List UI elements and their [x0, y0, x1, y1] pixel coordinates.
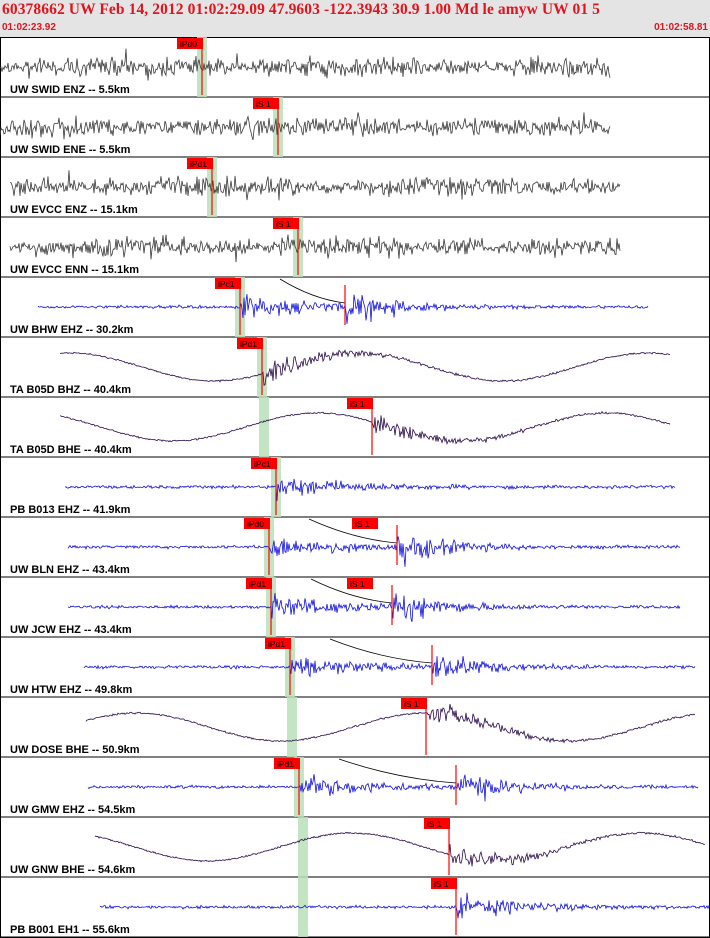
waveform-trace [64, 478, 676, 501]
waveform-trace [99, 892, 710, 919]
waveform-trace [9, 234, 621, 263]
trace-row[interactable]: iPd1 UW GMW EHZ -- 54.5km [0, 757, 710, 818]
trace-row[interactable]: iPd0 iS 1 UW BLN EHZ -- 43.4km [0, 517, 710, 578]
start-time-label: 01:02:23.92 [2, 22, 56, 33]
trace-row[interactable]: iPc1 UW BHW EHZ -- 30.2km [0, 277, 710, 338]
pick-label: iPc1 [218, 279, 235, 289]
pick-label: iS 1 [256, 99, 271, 109]
pick-flag[interactable] [265, 638, 291, 649]
pick-flag-secondary[interactable] [352, 518, 378, 529]
waveform-trace [0, 112, 611, 141]
pick-label: iPd1 [190, 159, 207, 169]
pick-flag[interactable] [251, 458, 277, 469]
pick-label: iPd1 [277, 759, 294, 769]
pick-label: iS 1 [404, 699, 419, 709]
event-header: 60378662 UW Feb 14, 2012 01:02:29.09 47.… [0, 0, 710, 37]
pick-flag[interactable] [237, 338, 263, 349]
station-label: UW BHW EHZ -- 30.2km [10, 324, 134, 336]
trace-row[interactable]: iPd1 UW HTW EHZ -- 49.8km [0, 637, 710, 698]
trace-row[interactable]: iS 1 UW DOSE BHE -- 50.9km [0, 697, 710, 758]
trace-row[interactable]: iPd1 UW EVCC ENZ -- 15.1km [0, 157, 710, 218]
station-label: UW DOSE BHE -- 50.9km [10, 744, 140, 756]
pick-flag[interactable] [246, 578, 272, 589]
waveform-trace [67, 536, 681, 567]
station-label: TA B05D BHZ -- 40.4km [10, 384, 131, 396]
coda-curve [308, 518, 398, 544]
waveform-trace [94, 831, 706, 867]
pick-flag[interactable] [215, 278, 241, 289]
pick-flag[interactable] [274, 758, 300, 769]
waveform-trace [37, 294, 649, 324]
waveform-trace [87, 774, 699, 802]
coda-curve [329, 638, 433, 664]
event-title: 60378662 UW Feb 14, 2012 01:02:29.09 47.… [2, 1, 600, 18]
coda-curve [310, 578, 393, 604]
pick-flag[interactable] [177, 38, 203, 49]
coda-curve [279, 278, 346, 304]
station-label: UW EVCC ENN -- 15.1km [10, 264, 139, 276]
pick-label: iS 1 [434, 879, 449, 889]
station-label: PB B001 EH1 -- 55.6km [10, 924, 130, 936]
pick-window-band [287, 697, 297, 757]
station-label: UW GNW BHE -- 54.6km [10, 864, 136, 876]
waveform-trace [67, 592, 681, 623]
station-label: UW SWID ENZ -- 5.5km [10, 84, 130, 96]
trace-row[interactable]: iS 1 UW EVCC ENN -- 15.1km [0, 217, 710, 278]
trace-row[interactable]: iS 1 UW SWID ENE -- 5.5km [0, 97, 710, 158]
waveform-trace [85, 704, 696, 744]
pick-flag[interactable] [401, 698, 427, 709]
pick-flag[interactable] [253, 98, 279, 109]
pick-label: iS 1 [350, 399, 365, 409]
station-label: UW BLN EHZ -- 43.4km [10, 564, 130, 576]
pick-label-secondary: iS 1 [350, 579, 365, 589]
trace-row[interactable]: iPd0 UW SWID ENZ -- 5.5km [0, 37, 710, 98]
pick-label: iPd0 [180, 39, 197, 49]
end-time-label: 01:02:58.81 [654, 22, 708, 33]
pick-label: iS 1 [276, 219, 291, 229]
pick-label-secondary: iS 1 [355, 519, 370, 529]
pick-label: iPd1 [249, 579, 266, 589]
pick-flag[interactable] [273, 218, 299, 229]
seismogram-panel[interactable]: iPd0 UW SWID ENZ -- 5.5km iS 1 UW SWID ENE … [0, 37, 710, 938]
trace-row[interactable]: iS 1 UW GNW BHE -- 54.6km [0, 817, 710, 878]
waveform-trace [0, 48, 611, 81]
pick-window-band [259, 397, 269, 457]
waveform-trace [10, 170, 621, 201]
waveform-trace [83, 656, 696, 678]
waveform-trace [59, 349, 671, 386]
pick-flag[interactable] [431, 878, 457, 889]
coda-curve [338, 758, 457, 784]
station-label: PB B013 EHZ -- 41.9km [10, 504, 131, 516]
station-label: UW EVCC ENZ -- 15.1km [10, 204, 138, 216]
pick-label: iS 1 [427, 819, 442, 829]
trace-row[interactable]: iPc1 PB B013 EHZ -- 41.9km [0, 457, 710, 518]
trace-row[interactable]: iPd1 TA B05D BHZ -- 40.4km [0, 337, 710, 398]
pick-flag[interactable] [424, 818, 450, 829]
pick-flag[interactable] [244, 518, 270, 529]
station-label: UW JCW EHZ -- 43.4km [10, 624, 132, 636]
pick-label: iPc1 [254, 459, 271, 469]
trace-row[interactable]: iS 1 PB B001 EH1 -- 55.6km [0, 877, 710, 938]
trace-row[interactable]: iPd1 iS 1 UW JCW EHZ -- 43.4km [0, 577, 710, 638]
pick-flag[interactable] [187, 158, 213, 169]
pick-label: iPd0 [247, 519, 264, 529]
pick-label: iPd1 [268, 639, 285, 649]
station-label: UW GMW EHZ -- 54.5km [10, 804, 136, 816]
station-label: TA B05D BHE -- 40.4km [10, 444, 132, 456]
trace-row[interactable]: iS 1 TA B05D BHE -- 40.4km [0, 397, 710, 458]
pick-label: iPd1 [240, 339, 257, 349]
pick-flag[interactable] [347, 398, 373, 409]
waveform-trace [60, 410, 671, 446]
station-label: UW HTW EHZ -- 49.8km [10, 684, 132, 696]
pick-flag-secondary[interactable] [347, 578, 373, 589]
pick-window-band [298, 817, 308, 877]
station-label: UW SWID ENE -- 5.5km [10, 144, 131, 156]
